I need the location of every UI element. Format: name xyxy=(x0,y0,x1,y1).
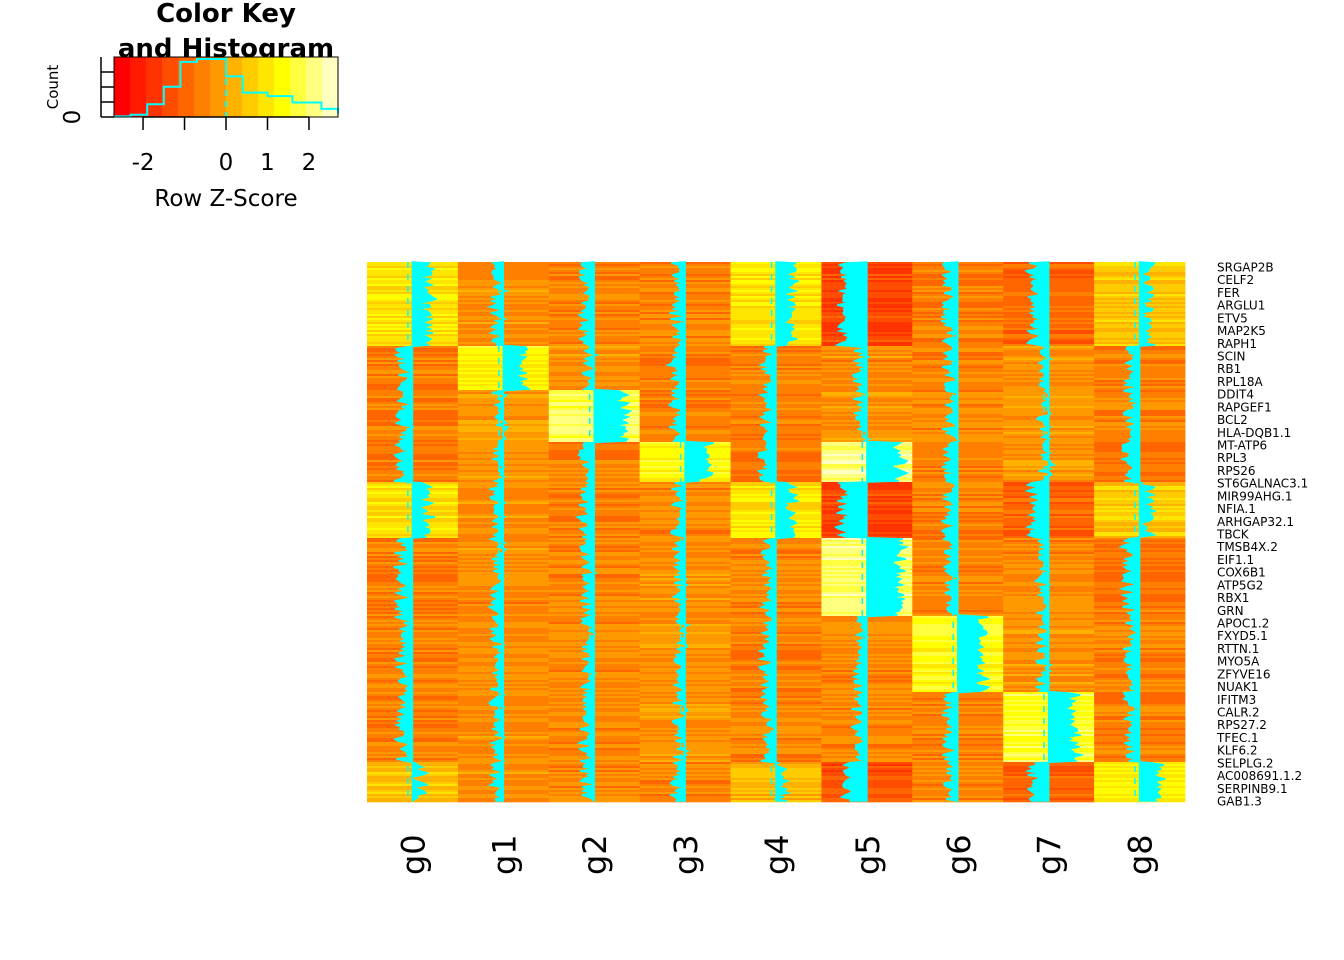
row-label: RTTN.1 xyxy=(1217,642,1259,656)
trace-band-g5 xyxy=(833,261,910,802)
key-x-tick-label: -2 xyxy=(132,150,155,176)
row-label: ST6GALNAC3.1 xyxy=(1217,477,1308,491)
row-label: RPS27.2 xyxy=(1217,718,1267,732)
key-color-cell xyxy=(130,57,147,117)
key-color-cell xyxy=(306,57,323,117)
key-color-cell xyxy=(290,57,307,117)
trace-band-g4 xyxy=(756,261,801,802)
trace-band-g7 xyxy=(1024,261,1085,802)
column-label-g3: g3 xyxy=(667,834,705,875)
color-key: Color Key and Histogram -2 0 1 20 Count Row… xyxy=(44,0,339,212)
row-label: FXYD5.1 xyxy=(1217,629,1268,643)
row-label: ATP5G2 xyxy=(1217,578,1263,592)
row-labels: SRGAP2BCELF2FERARGLU1ETV5MAP2K5RAPH1SCIN… xyxy=(1216,261,1308,809)
trace-band-g1 xyxy=(486,261,531,802)
key-x-tick-label: 2 xyxy=(302,150,317,176)
row-label: ZFYVE16 xyxy=(1217,667,1271,681)
key-y-axis-label: Count xyxy=(44,65,62,110)
row-label: RPS26 xyxy=(1217,464,1255,478)
column-labels: g0 g1 g2 g3 g4 g5 g6 g7 g8 xyxy=(394,834,1159,875)
row-label: RAPH1 xyxy=(1217,337,1257,351)
key-x-tick-label: 0 xyxy=(219,150,234,176)
key-x-axis-label: Row Z-Score xyxy=(154,186,297,212)
trace-band-g8 xyxy=(1118,261,1166,802)
row-label: RPL3 xyxy=(1217,451,1247,465)
row-label: SCIN xyxy=(1217,350,1246,364)
row-label: FER xyxy=(1217,286,1240,300)
row-label: ARGLU1 xyxy=(1217,299,1265,313)
row-label: GRN xyxy=(1217,604,1244,618)
column-label-g1: g1 xyxy=(485,834,523,875)
row-label: SERPINB9.1 xyxy=(1217,782,1288,796)
column-label-g5: g5 xyxy=(849,834,887,875)
row-label: MAP2K5 xyxy=(1217,324,1266,338)
row-label: ARHGAP32.1 xyxy=(1217,515,1294,529)
row-label: ETV5 xyxy=(1217,311,1248,325)
row-label: CELF2 xyxy=(1217,273,1254,287)
row-label: TMSB4X.2 xyxy=(1216,540,1278,554)
trace-band-g0 xyxy=(392,261,438,802)
row-label: COX6B1 xyxy=(1217,566,1266,580)
row-label: SRGAP2B xyxy=(1217,261,1274,275)
row-label: CALR.2 xyxy=(1217,706,1260,720)
key-color-cell xyxy=(146,57,163,117)
key-color-cell xyxy=(242,57,259,117)
key-color-cell xyxy=(226,57,243,117)
key-color-cell xyxy=(178,57,195,117)
key-y-tick-label: 0 xyxy=(60,110,86,125)
key-color-cell xyxy=(322,57,339,117)
row-label: RBX1 xyxy=(1217,591,1249,605)
column-label-g7: g7 xyxy=(1031,834,1069,875)
row-label: NFIA.1 xyxy=(1217,502,1256,516)
row-label: KLF6.2 xyxy=(1217,744,1258,758)
row-label: MIR99AHG.1 xyxy=(1217,489,1292,503)
key-axes: -2 0 1 20 xyxy=(60,57,316,176)
key-color-cell xyxy=(258,57,275,117)
row-label: DDIT4 xyxy=(1217,388,1254,402)
row-label: IFITM3 xyxy=(1217,693,1256,707)
row-label: SELPLG.2 xyxy=(1217,756,1274,770)
trace-band-g2 xyxy=(574,261,633,802)
row-label: TFEC.1 xyxy=(1216,731,1259,745)
row-label: AC008691.1.2 xyxy=(1217,769,1302,783)
row-label: MT-ATP6 xyxy=(1217,439,1267,453)
key-color-cell xyxy=(194,57,211,117)
row-label: BCL2 xyxy=(1217,413,1248,427)
heatmap xyxy=(367,261,1186,803)
column-label-g2: g2 xyxy=(576,834,614,875)
row-label: RPL18A xyxy=(1217,375,1264,389)
row-label: GAB1.3 xyxy=(1217,795,1262,809)
row-label: NUAK1 xyxy=(1217,680,1258,694)
key-color-cell xyxy=(274,57,291,117)
key-x-tick-label: 1 xyxy=(260,150,275,176)
row-label: HLA-DQB1.1 xyxy=(1217,426,1291,440)
row-label: MYO5A xyxy=(1217,655,1260,669)
column-label-g8: g8 xyxy=(1122,834,1160,875)
key-color-cell xyxy=(114,57,131,117)
key-title-line-1: Color Key xyxy=(156,0,296,29)
row-label: APOC1.2 xyxy=(1217,617,1269,631)
row-label: TBCK xyxy=(1216,528,1250,542)
row-label: EIF1.1 xyxy=(1217,553,1254,567)
trace-band-g3 xyxy=(665,261,715,802)
row-label: RB1 xyxy=(1217,362,1241,376)
column-label-g0: g0 xyxy=(394,834,432,875)
column-label-g4: g4 xyxy=(758,834,796,875)
column-label-g6: g6 xyxy=(940,834,978,875)
key-color-cell xyxy=(210,57,227,117)
row-label: RAPGEF1 xyxy=(1217,400,1272,414)
